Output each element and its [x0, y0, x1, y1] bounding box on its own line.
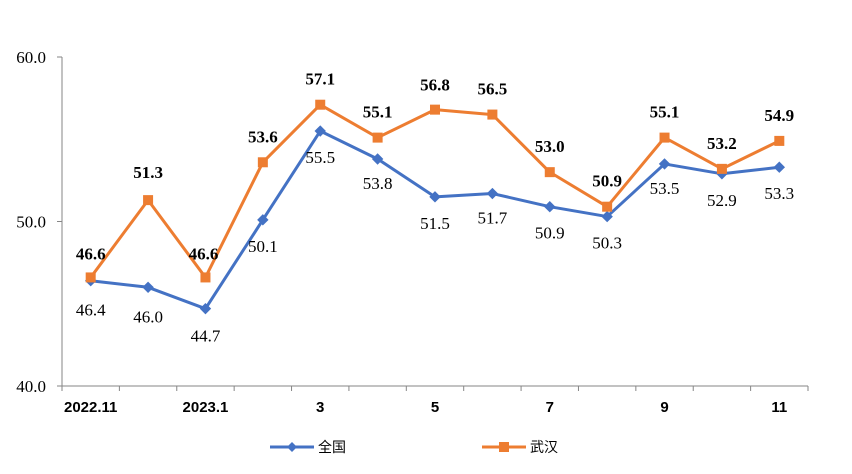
- national-point: [601, 210, 613, 223]
- national-data-label: 44.7: [191, 327, 221, 346]
- wuhan-point: [659, 132, 670, 143]
- series-layer: [84, 99, 786, 315]
- national-point: [486, 187, 499, 200]
- national-point: [773, 161, 786, 173]
- y-tick-label: 60.0: [16, 48, 46, 67]
- national-data-label: 51.5: [420, 214, 450, 233]
- wuhan-data-label: 56.5: [478, 80, 508, 99]
- x-tick-label: 11: [771, 399, 787, 416]
- wuhan-data-label: 55.1: [650, 103, 680, 122]
- national-data-label: 46.4: [76, 301, 106, 320]
- wuhan-data-label: 50.9: [592, 172, 622, 191]
- wuhan-data-label: 46.6: [76, 244, 106, 263]
- national-data-label: 50.3: [592, 234, 622, 253]
- wuhan-point: [430, 104, 440, 115]
- wuhan-data-label: 46.6: [189, 244, 219, 263]
- legend: 全国 武汉: [270, 439, 558, 456]
- legend-square-marker: [499, 442, 509, 452]
- wuhan-point: [85, 272, 96, 283]
- national-data-label: 53.8: [363, 174, 393, 193]
- wuhan-point: [544, 167, 555, 178]
- national-point: [199, 302, 212, 315]
- wuhan-point: [257, 157, 268, 168]
- x-tick-label: 2023.1: [183, 399, 229, 416]
- national-data-label: 50.1: [248, 237, 278, 256]
- national-data-label: 53.3: [764, 184, 794, 203]
- national-data-label: 53.5: [650, 179, 680, 198]
- wuhan-data-label: 57.1: [305, 70, 335, 89]
- x-tick-label: 7: [546, 399, 554, 416]
- national-point: [314, 125, 326, 137]
- national-point: [257, 214, 269, 226]
- national-data-label: 55.5: [305, 148, 335, 167]
- wuhan-point: [200, 272, 211, 283]
- national-data-label: 51.7: [478, 209, 508, 228]
- y-axis-ticks: 40.0 50.0 60.0: [16, 48, 62, 396]
- legend-diamond-marker: [287, 442, 297, 452]
- wuhan-point: [774, 135, 785, 146]
- wuhan-point: [602, 201, 613, 212]
- x-axis-ticks: 2022.11 2023.1 3 5 7 9 11: [61, 386, 809, 416]
- x-tick-label: 2022.11: [64, 399, 117, 416]
- data-labels: 46.4 46.0 44.7 50.1 55.5 53.8 51.5 51.7 50.9 50.3…: [76, 70, 794, 346]
- wuhan-point: [143, 195, 154, 206]
- wuhan-point: [487, 109, 498, 120]
- national-data-label: 52.9: [707, 191, 737, 210]
- wuhan-data-label: 55.1: [363, 103, 393, 122]
- x-tick-label: 9: [660, 399, 668, 416]
- wuhan-point: [372, 132, 383, 143]
- y-tick-label: 40.0: [16, 377, 46, 396]
- national-point: [544, 200, 556, 213]
- legend-label: 武汉: [530, 440, 558, 456]
- x-tick-label: 5: [431, 399, 439, 416]
- wuhan-data-label: 54.9: [764, 106, 794, 125]
- wuhan-point: [315, 99, 326, 110]
- wuhan-data-label: 53.0: [535, 137, 565, 156]
- national-point: [371, 153, 384, 165]
- x-tick-label: 3: [316, 399, 324, 416]
- national-data-label: 46.0: [133, 307, 163, 326]
- national-point: [658, 158, 671, 170]
- national-point: [142, 281, 154, 294]
- wuhan-point: [716, 163, 727, 174]
- national-data-label: 50.9: [535, 224, 565, 243]
- y-tick-label: 50.0: [16, 213, 46, 232]
- wuhan-data-label: 51.3: [133, 163, 163, 182]
- wuhan-data-label: 56.8: [420, 76, 450, 95]
- wuhan-data-label: 53.6: [248, 127, 278, 146]
- national-point: [429, 191, 441, 203]
- wuhan-data-label: 53.2: [707, 134, 737, 153]
- legend-label: 全国: [318, 439, 346, 456]
